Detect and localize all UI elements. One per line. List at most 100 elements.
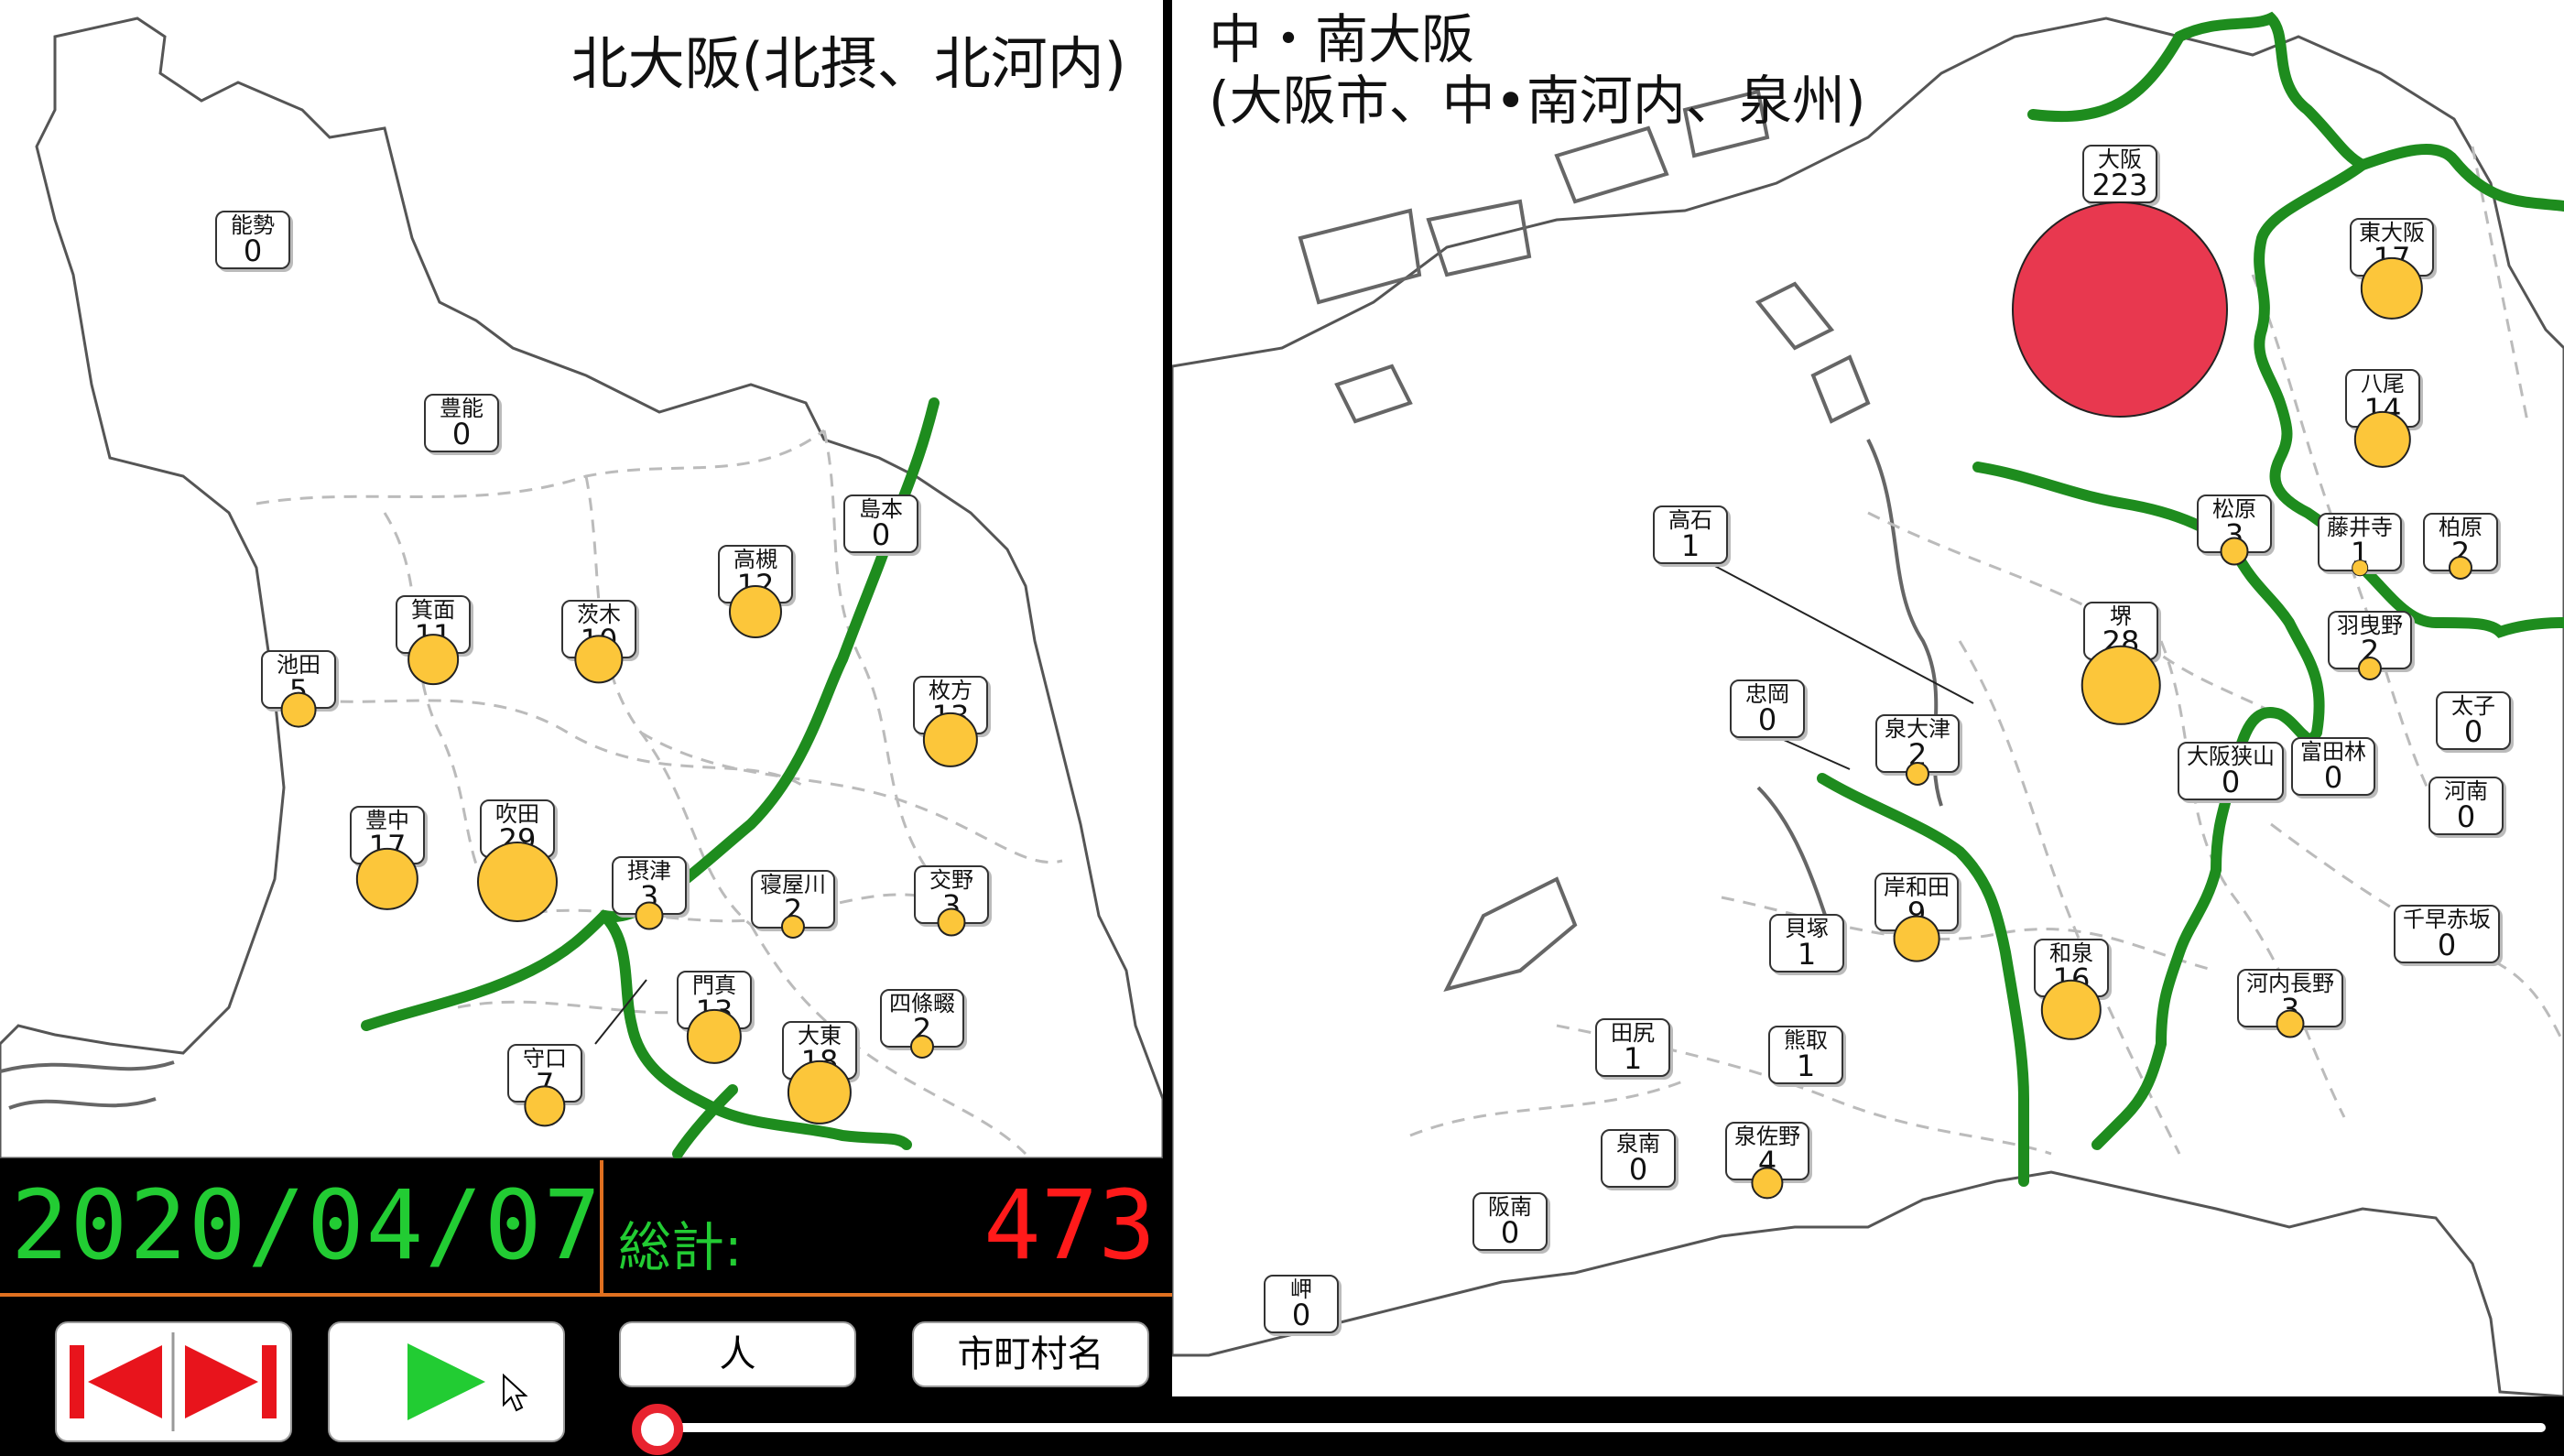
total-display: 総計: 473 bbox=[603, 1160, 1172, 1297]
municipality-name: 柏原 bbox=[2439, 515, 2483, 540]
south-municipality-label: 忠岡 0 bbox=[1730, 679, 1805, 738]
south-municipality-case-marker bbox=[2220, 537, 2249, 566]
case-count: 0 bbox=[2323, 760, 2343, 795]
municipality-name: 大東 bbox=[798, 1023, 842, 1049]
south-municipality-case-marker bbox=[2276, 1009, 2305, 1038]
north-municipality-case-marker bbox=[686, 1008, 743, 1065]
south-municipality-label: 泉南 0 bbox=[1601, 1129, 1676, 1188]
date-display: 2020/04/07 bbox=[0, 1160, 603, 1297]
north-municipality-case-marker bbox=[524, 1085, 566, 1127]
municipality-name: 千早赤坂 bbox=[2403, 907, 2491, 932]
north-municipality-case-marker bbox=[728, 584, 783, 639]
south-municipality-case-marker bbox=[1893, 915, 1940, 962]
south-municipality-label: 大阪狭山 0 bbox=[2178, 742, 2284, 800]
municipality-name: 羽曳野 bbox=[2337, 613, 2403, 638]
south-municipality-label: 貝塚 1 bbox=[1769, 914, 1844, 972]
case-count: 0 bbox=[1628, 1152, 1648, 1187]
north-municipality-label: 能勢 0 bbox=[215, 211, 290, 269]
municipality-name: 松原 bbox=[2212, 496, 2256, 522]
north-municipality-case-marker bbox=[780, 914, 806, 940]
municipality-name: 大阪狭山 bbox=[2187, 744, 2275, 769]
south-municipality-case-marker bbox=[2352, 560, 2368, 576]
south-municipality-label: 太子 0 bbox=[2436, 691, 2511, 750]
name-toggle-button[interactable]: 市町村名 bbox=[912, 1321, 1149, 1387]
case-count: 0 bbox=[1757, 702, 1777, 737]
north-municipality-case-marker bbox=[477, 842, 558, 922]
timeline-slider-track[interactable] bbox=[641, 1423, 2546, 1432]
case-count: 0 bbox=[2463, 714, 2483, 749]
case-count: 0 bbox=[243, 234, 263, 268]
municipality-name: 河南 bbox=[2444, 778, 2488, 804]
municipality-name: 八尾 bbox=[2361, 371, 2405, 397]
case-count: 1 bbox=[1796, 1049, 1816, 1083]
municipality-name: 東大阪 bbox=[2359, 220, 2425, 245]
south-municipality-label: 千早赤坂 0 bbox=[2394, 905, 2500, 963]
timeline-slider-handle[interactable] bbox=[632, 1404, 683, 1455]
south-municipality-label: 田尻 1 bbox=[1595, 1018, 1670, 1077]
total-value: 473 bbox=[983, 1169, 1156, 1281]
case-count: 0 bbox=[871, 517, 891, 552]
municipality-name: 貝塚 bbox=[1785, 916, 1829, 941]
municipality-name: 寝屋川 bbox=[760, 872, 826, 897]
municipality-name: 岬 bbox=[1290, 1277, 1312, 1302]
municipality-name: 富田林 bbox=[2300, 739, 2366, 765]
north-osaka-map: 北大阪(北摂、北河内) 能勢0豊能0島本0高槻12箕面11茨木10池田5枚方13… bbox=[0, 0, 1163, 1158]
south-osaka-boundaries bbox=[1172, 11, 2564, 1396]
south-municipality-label: 阪南 0 bbox=[1472, 1192, 1548, 1251]
north-municipality-case-marker bbox=[937, 907, 966, 937]
total-label: 総計: bbox=[618, 1216, 743, 1278]
municipality-name: 門真 bbox=[692, 972, 736, 998]
play-icon bbox=[407, 1343, 485, 1420]
south-municipality-label: 富田林 0 bbox=[2291, 737, 2375, 796]
municipality-name: 岸和田 bbox=[1884, 875, 1950, 900]
municipality-name: 泉南 bbox=[1616, 1131, 1660, 1157]
south-municipality-case-marker bbox=[2012, 201, 2228, 418]
south-municipality-case-marker bbox=[2081, 645, 2161, 725]
municipality-name: 忠岡 bbox=[1745, 681, 1789, 707]
south-municipality-case-marker bbox=[2448, 555, 2473, 581]
municipality-name: 藤井寺 bbox=[2327, 515, 2393, 540]
unit-toggle-button[interactable]: 人 bbox=[619, 1321, 856, 1387]
north-municipality-case-marker bbox=[787, 1059, 853, 1125]
south-municipality-label: 河南 0 bbox=[2428, 777, 2504, 835]
north-municipality-label: 吹田 29 bbox=[480, 799, 555, 858]
case-count: 0 bbox=[1500, 1215, 1520, 1250]
south-municipality-case-marker bbox=[2357, 656, 2383, 681]
municipality-name: 熊取 bbox=[1784, 1027, 1828, 1053]
municipality-name: 四條畷 bbox=[889, 991, 955, 1016]
skip-to-start-icon[interactable] bbox=[70, 1345, 162, 1418]
case-count: 0 bbox=[2456, 799, 2476, 834]
control-panel: 2020/04/07 総計: 473 人 市町村名 bbox=[0, 1158, 1172, 1456]
south-municipality-label: 泉大津 2 bbox=[1875, 714, 1960, 773]
case-count: 0 bbox=[1291, 1298, 1311, 1332]
municipality-name: 豊中 bbox=[365, 808, 409, 833]
case-count: 0 bbox=[2221, 765, 2241, 799]
north-municipality-label: 豊中 17 bbox=[350, 806, 425, 864]
north-osaka-boundaries bbox=[0, 16, 1163, 1158]
south-municipality-label: 大阪 223 bbox=[2082, 145, 2157, 203]
south-municipality-case-marker bbox=[2360, 256, 2424, 321]
current-date: 2020/04/07 bbox=[11, 1169, 603, 1281]
case-count: 0 bbox=[451, 417, 472, 451]
south-municipality-label: 高石 1 bbox=[1653, 505, 1728, 564]
municipality-name: 茨木 bbox=[577, 602, 621, 627]
case-count: 1 bbox=[1623, 1041, 1643, 1076]
north-region-title: 北大阪(北摂、北河内) bbox=[570, 30, 1126, 97]
south-municipality-case-marker bbox=[2040, 979, 2102, 1041]
south-region-title-line1: 中・南大阪 bbox=[1209, 8, 1475, 71]
north-municipality-label: 島本 0 bbox=[843, 494, 918, 553]
north-municipality-label: 豊能 0 bbox=[424, 394, 499, 452]
municipality-name: 箕面 bbox=[411, 597, 455, 623]
play-button[interactable] bbox=[328, 1321, 565, 1442]
skip-to-end-icon[interactable] bbox=[185, 1345, 277, 1418]
municipality-name: 島本 bbox=[859, 496, 903, 522]
municipality-name: 枚方 bbox=[929, 678, 972, 703]
municipality-name: 田尻 bbox=[1611, 1020, 1655, 1046]
north-municipality-case-marker bbox=[922, 712, 979, 768]
municipality-name: 大阪 bbox=[2098, 147, 2142, 172]
municipality-name: 阪南 bbox=[1488, 1194, 1532, 1220]
municipality-name: 河内長野 bbox=[2246, 971, 2334, 996]
north-municipality-case-marker bbox=[407, 634, 459, 685]
municipality-name: 泉大津 bbox=[1885, 716, 1950, 742]
